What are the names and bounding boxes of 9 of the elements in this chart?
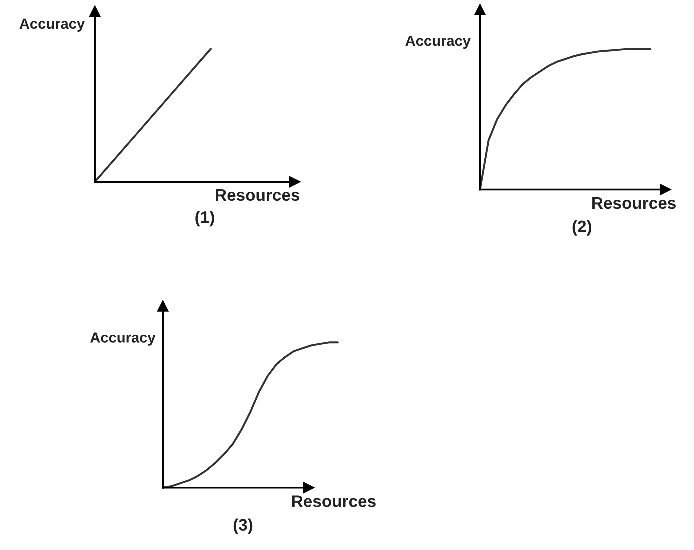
x-axis-title: Resources [216, 189, 300, 202]
x-axis-title: Resources [292, 496, 376, 508]
y-axis-title: Accuracy [406, 36, 471, 50]
text: (3) [234, 518, 253, 534]
text: (1) [196, 211, 214, 227]
text: (2) [572, 220, 592, 236]
x-axis-title: Resources [592, 198, 676, 210]
y-axis-title: Accuracy [90, 332, 156, 346]
y-axis-title: Accuracy [20, 18, 86, 32]
